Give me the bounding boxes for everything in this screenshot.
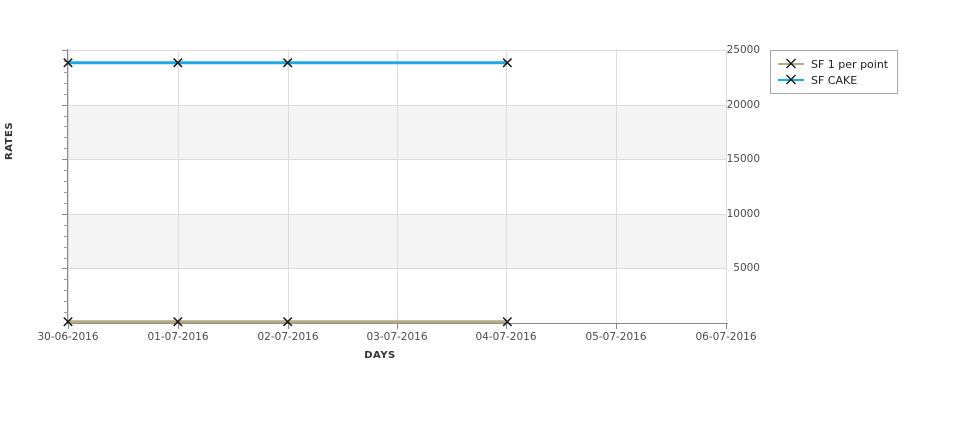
y-tick-label-10000: 10000: [726, 207, 760, 220]
legend-key-sf-1-per-point: [778, 57, 804, 71]
y-tick-minor: [64, 290, 68, 292]
gridline-x-2: [288, 50, 289, 323]
x-tick-label-2: 02-07-2016: [257, 331, 319, 343]
legend-item-sf-cake[interactable]: SF CAKE: [778, 72, 888, 88]
y-tick-minor: [64, 192, 68, 193]
x-marker-icon: [786, 58, 796, 69]
y-tick-minor: [64, 279, 68, 281]
y-tick-minor: [64, 257, 68, 259]
plot-area: [68, 50, 727, 323]
legend-item-sf-1-per-point[interactable]: SF 1 per point: [778, 56, 888, 72]
y-axis-line: [67, 49, 68, 324]
y-tick-15000: [62, 159, 68, 161]
gridline-x-6: [726, 50, 727, 323]
x-marker-icon: [786, 74, 796, 85]
gridline-x-1: [178, 50, 179, 323]
x-axis-line: [67, 323, 728, 324]
y-tick-minor: [64, 312, 68, 314]
x-tick-5: [616, 324, 617, 329]
y-tick-label-5000: 5000: [733, 262, 760, 275]
x-tick-label-0: 30-06-2016: [37, 331, 99, 343]
x-tick-1: [178, 324, 179, 329]
x-tick-label-3: 03-07-2016: [366, 331, 428, 343]
y-tick-label-25000: 25000: [726, 44, 760, 56]
y-tick-minor: [64, 60, 68, 62]
y-tick-minor: [64, 126, 68, 128]
x-tick-label-6: 06-07-2016: [695, 331, 757, 343]
legend-key-sf-cake: [778, 73, 804, 87]
x-tick-label-4: 04-07-2016: [475, 331, 537, 343]
y-tick-label-20000: 20000: [726, 98, 760, 111]
y-tick-minor: [64, 71, 68, 73]
y-tick-minor: [64, 181, 68, 182]
y-tick-20000: [62, 104, 68, 106]
x-tick-label-5: 05-07-2016: [585, 331, 647, 343]
legend-label: SF 1 per point: [811, 57, 889, 71]
legend-label: SF CAKE: [811, 73, 858, 87]
y-tick-minor: [64, 93, 68, 95]
y-tick-minor: [64, 224, 68, 226]
y-tick-minor: [64, 148, 68, 150]
y-tick-minor: [64, 137, 68, 139]
y-tick-5000: [62, 268, 68, 270]
y-tick-minor: [64, 301, 68, 303]
chart-container: 25000 20000 15000 10000 5000 30-06-2016 …: [4, 44, 760, 361]
x-tick-label-1: 01-07-2016: [147, 331, 209, 343]
gridline-x-0: [68, 50, 69, 323]
y-axis-title: RATES: [4, 121, 15, 160]
x-tick-0: [68, 324, 69, 329]
y-tick-10000: [62, 213, 68, 215]
gridline-x-4: [506, 50, 507, 323]
x-tick-3: [397, 324, 398, 329]
y-tick-minor: [64, 82, 68, 84]
gridline-x-5: [616, 50, 617, 323]
y-tick-minor: [64, 246, 68, 248]
y-tick-minor: [64, 235, 68, 237]
y-tick-25000: [62, 50, 68, 51]
x-tick-4: [506, 324, 507, 329]
y-tick-minor: [64, 170, 68, 172]
gridline-x-3: [397, 50, 398, 323]
x-tick-6: [726, 324, 727, 329]
y-tick-minor: [64, 202, 68, 204]
y-tick-minor: [64, 115, 68, 117]
legend: SF 1 per point SF CAKE: [770, 50, 899, 94]
y-tick-label-15000: 15000: [726, 153, 760, 166]
x-axis-title: DAYS: [364, 350, 396, 361]
x-tick-2: [288, 324, 289, 329]
